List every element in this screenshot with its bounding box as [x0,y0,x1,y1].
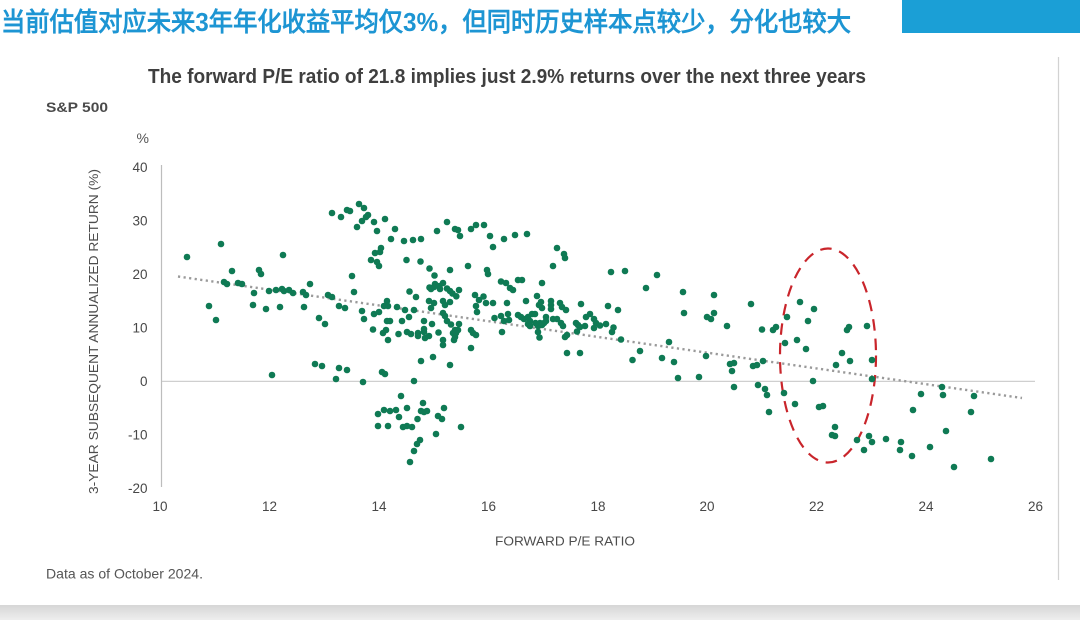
svg-text:Data as of October 2024.: Data as of October 2024. [46,566,203,582]
svg-text:30: 30 [132,214,147,229]
svg-text:24: 24 [918,499,934,514]
svg-text:14: 14 [371,499,387,514]
svg-text:18: 18 [590,499,605,514]
svg-text:12: 12 [262,499,277,514]
svg-text:The forward P/E ratio of 21.8: The forward P/E ratio of 21.8 implies ju… [148,65,866,88]
svg-text:40: 40 [132,160,147,175]
svg-text:3-YEAR SUBSEQUENT ANNUALIZED R: 3-YEAR SUBSEQUENT ANNUALIZED RETURN (%) [87,169,101,494]
svg-text:0: 0 [140,374,148,389]
svg-text:10: 10 [132,321,147,336]
svg-text:26: 26 [1028,499,1043,514]
svg-text:FORWARD P/E RATIO: FORWARD P/E RATIO [495,534,635,549]
svg-text:16: 16 [481,499,496,514]
svg-text:%: % [137,130,149,146]
svg-text:-20: -20 [128,481,148,496]
svg-text:S&P 500: S&P 500 [46,99,108,115]
svg-text:10: 10 [152,499,167,514]
svg-text:20: 20 [132,267,147,282]
svg-text:22: 22 [809,499,824,514]
svg-text:-10: -10 [128,428,148,443]
svg-text:20: 20 [699,499,714,514]
svg-text:当前估值对应未来3年年化收益平均仅3%，但同时历史样本点较少: 当前估值对应未来3年年化收益平均仅3%，但同时历史样本点较少，分化也较大 [1,7,851,37]
